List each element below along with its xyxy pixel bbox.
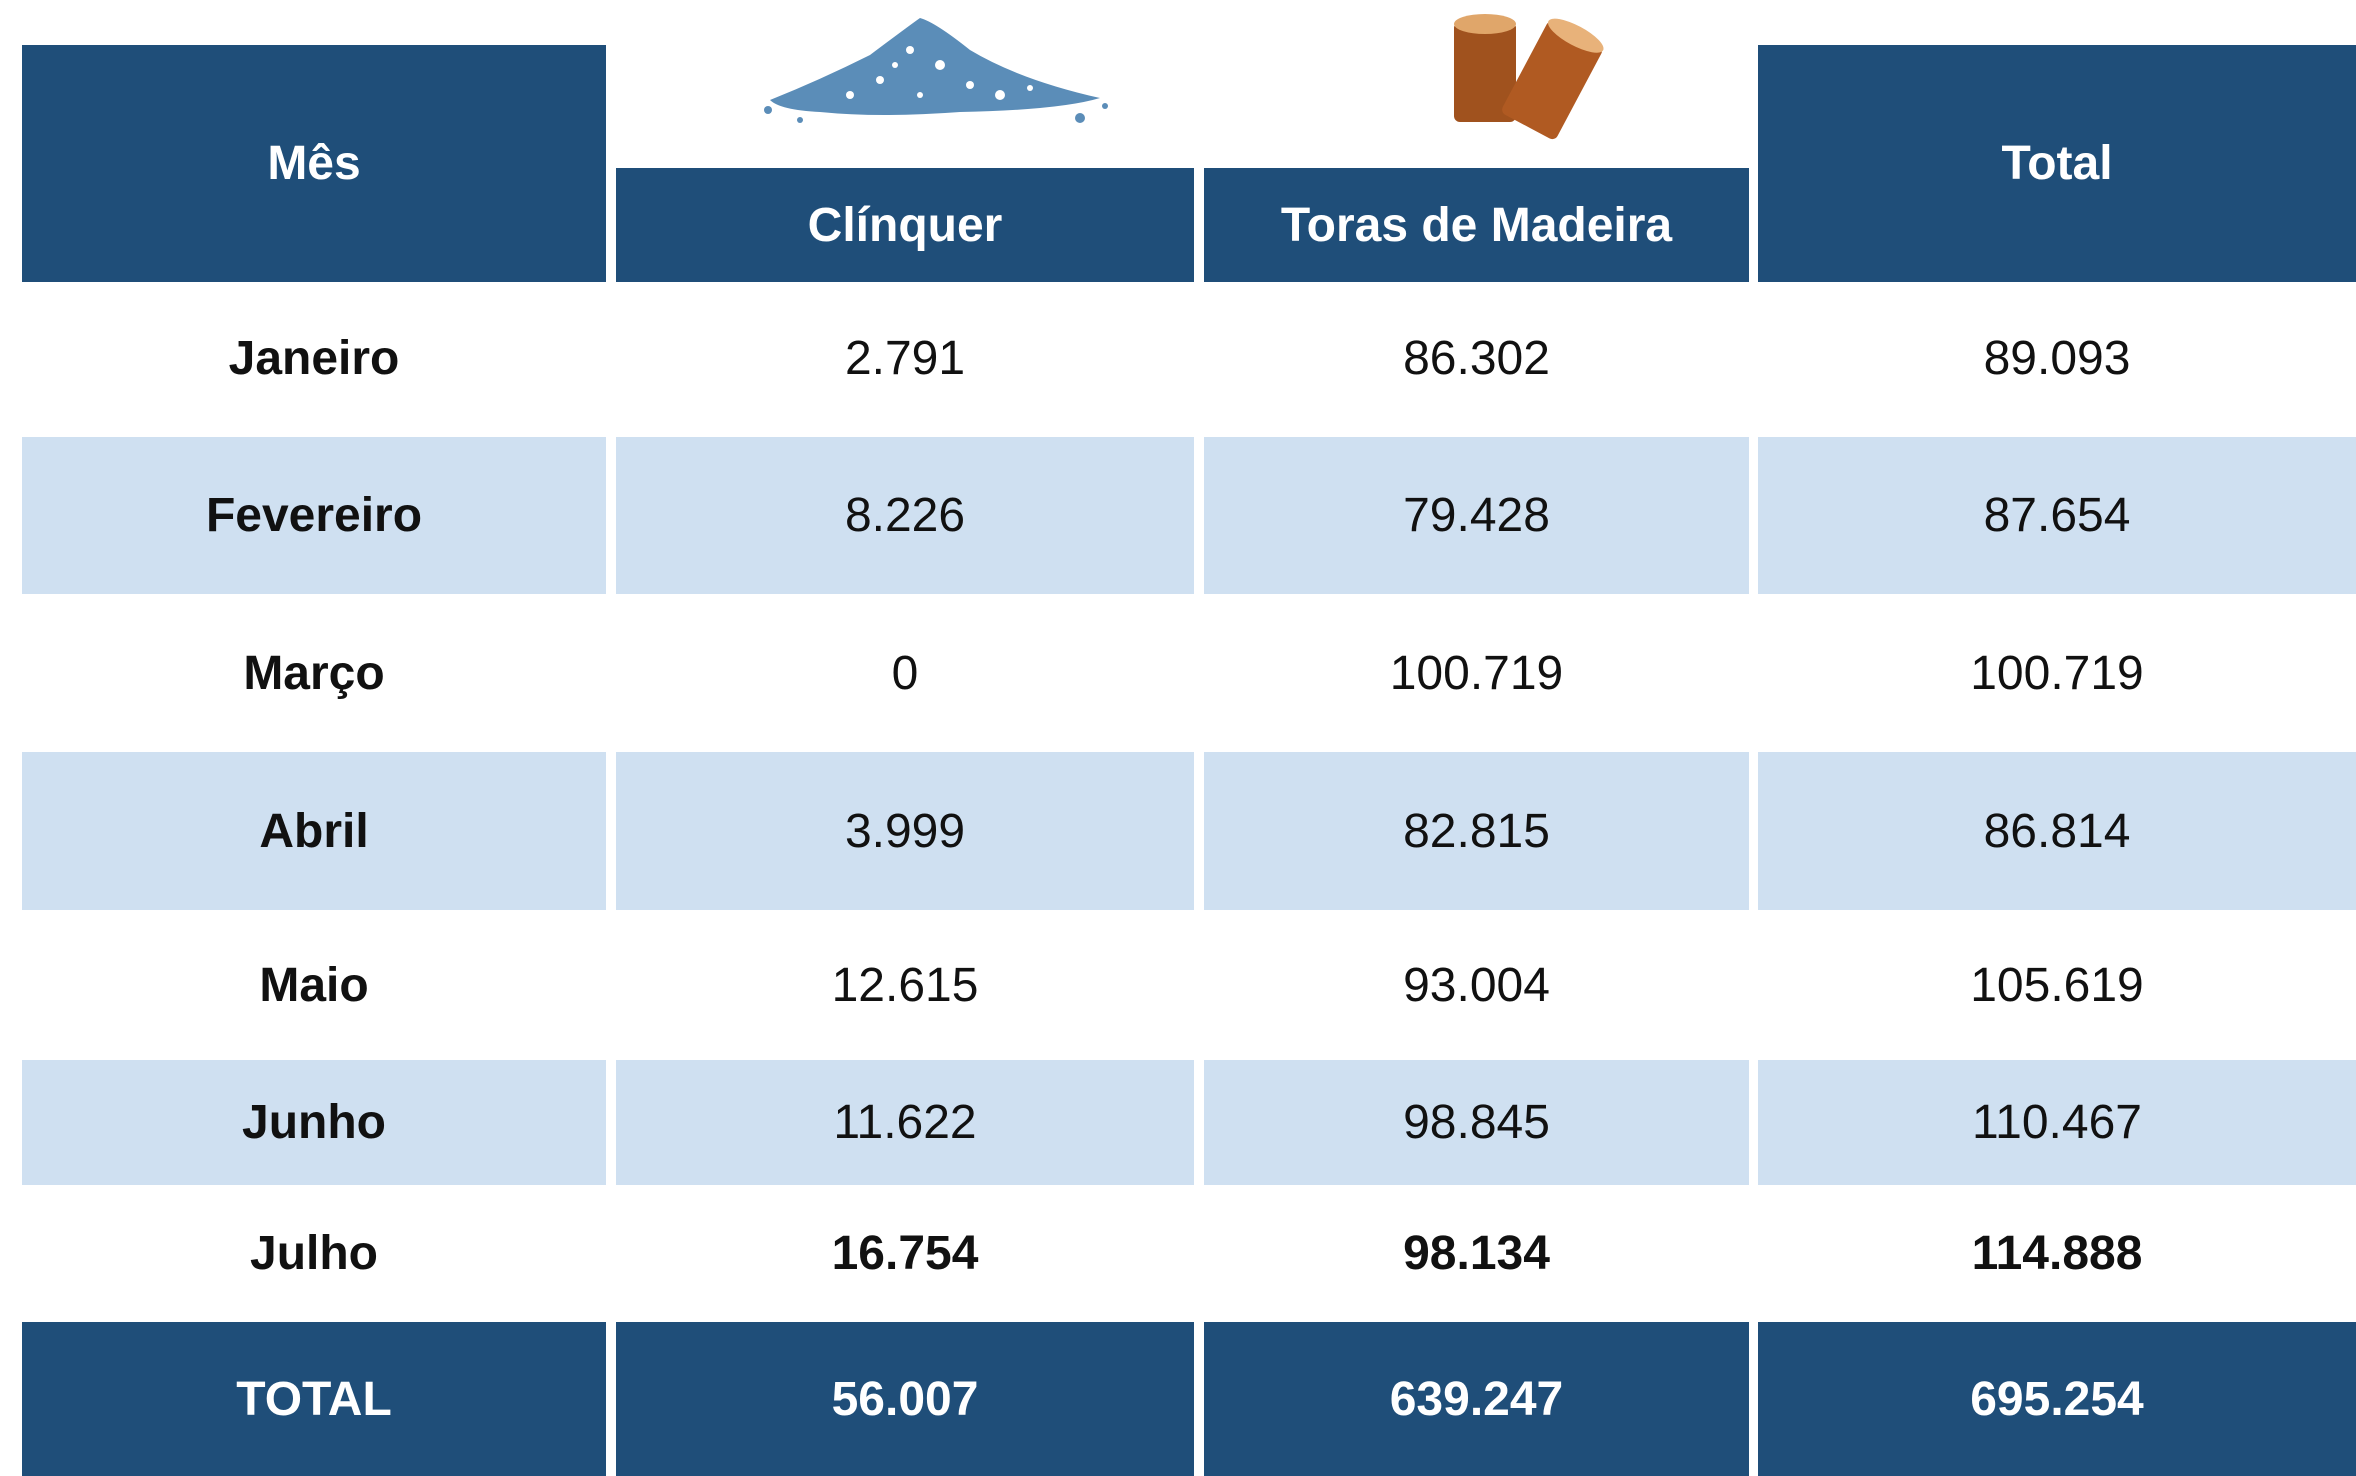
value-cell: 0 <box>891 646 919 700</box>
month-cell: Fevereiro <box>22 437 606 594</box>
value-cell: 100.719 <box>1389 646 1564 700</box>
month-cell: Abril <box>22 752 606 910</box>
value-cell: 11.622 <box>616 1060 1194 1185</box>
header-cell: Toras de Madeira <box>1204 168 1749 282</box>
value-cell: 8.226 <box>616 437 1194 594</box>
value-cell: 86.814 <box>1758 752 2356 910</box>
month-cell: Junho <box>22 1060 606 1185</box>
value-cell: 114.888 <box>1971 1227 2143 1280</box>
value-cell: 86.302 <box>1403 332 1550 385</box>
value-cell: 3.999 <box>616 752 1194 910</box>
logs-icon <box>1454 14 1604 140</box>
value-cell: 105.619 <box>1970 958 2144 1012</box>
value-cell: 98.845 <box>1204 1060 1749 1185</box>
value-cell: 93.004 <box>1403 958 1550 1012</box>
header-cell: Total <box>1758 45 2356 282</box>
value-cell: 110.467 <box>1758 1060 2356 1185</box>
clinker-icon <box>764 18 1108 123</box>
total-cell: 56.007 <box>616 1322 1194 1476</box>
value-cell: 2.791 <box>844 332 966 385</box>
total-cell: TOTAL <box>22 1322 606 1476</box>
month-cell: Julho <box>250 1227 378 1280</box>
value-cell: 16.754 <box>831 1227 979 1280</box>
header-cell: Mês <box>22 45 606 282</box>
value-cell: 82.815 <box>1204 752 1749 910</box>
total-cell: 639.247 <box>1204 1322 1749 1476</box>
value-cell: 12.615 <box>831 958 979 1012</box>
month-cell: Maio <box>259 958 369 1012</box>
total-cell: 695.254 <box>1758 1322 2356 1476</box>
value-cell: 100.719 <box>1970 646 2144 700</box>
value-cell: 79.428 <box>1204 437 1749 594</box>
value-cell: 87.654 <box>1758 437 2356 594</box>
value-cell: 98.134 <box>1403 1227 1550 1280</box>
header-cell: Clínquer <box>616 168 1194 282</box>
value-cell: 89.093 <box>1983 332 2131 385</box>
month-cell: Março <box>243 646 385 700</box>
month-cell: Janeiro <box>228 332 400 385</box>
